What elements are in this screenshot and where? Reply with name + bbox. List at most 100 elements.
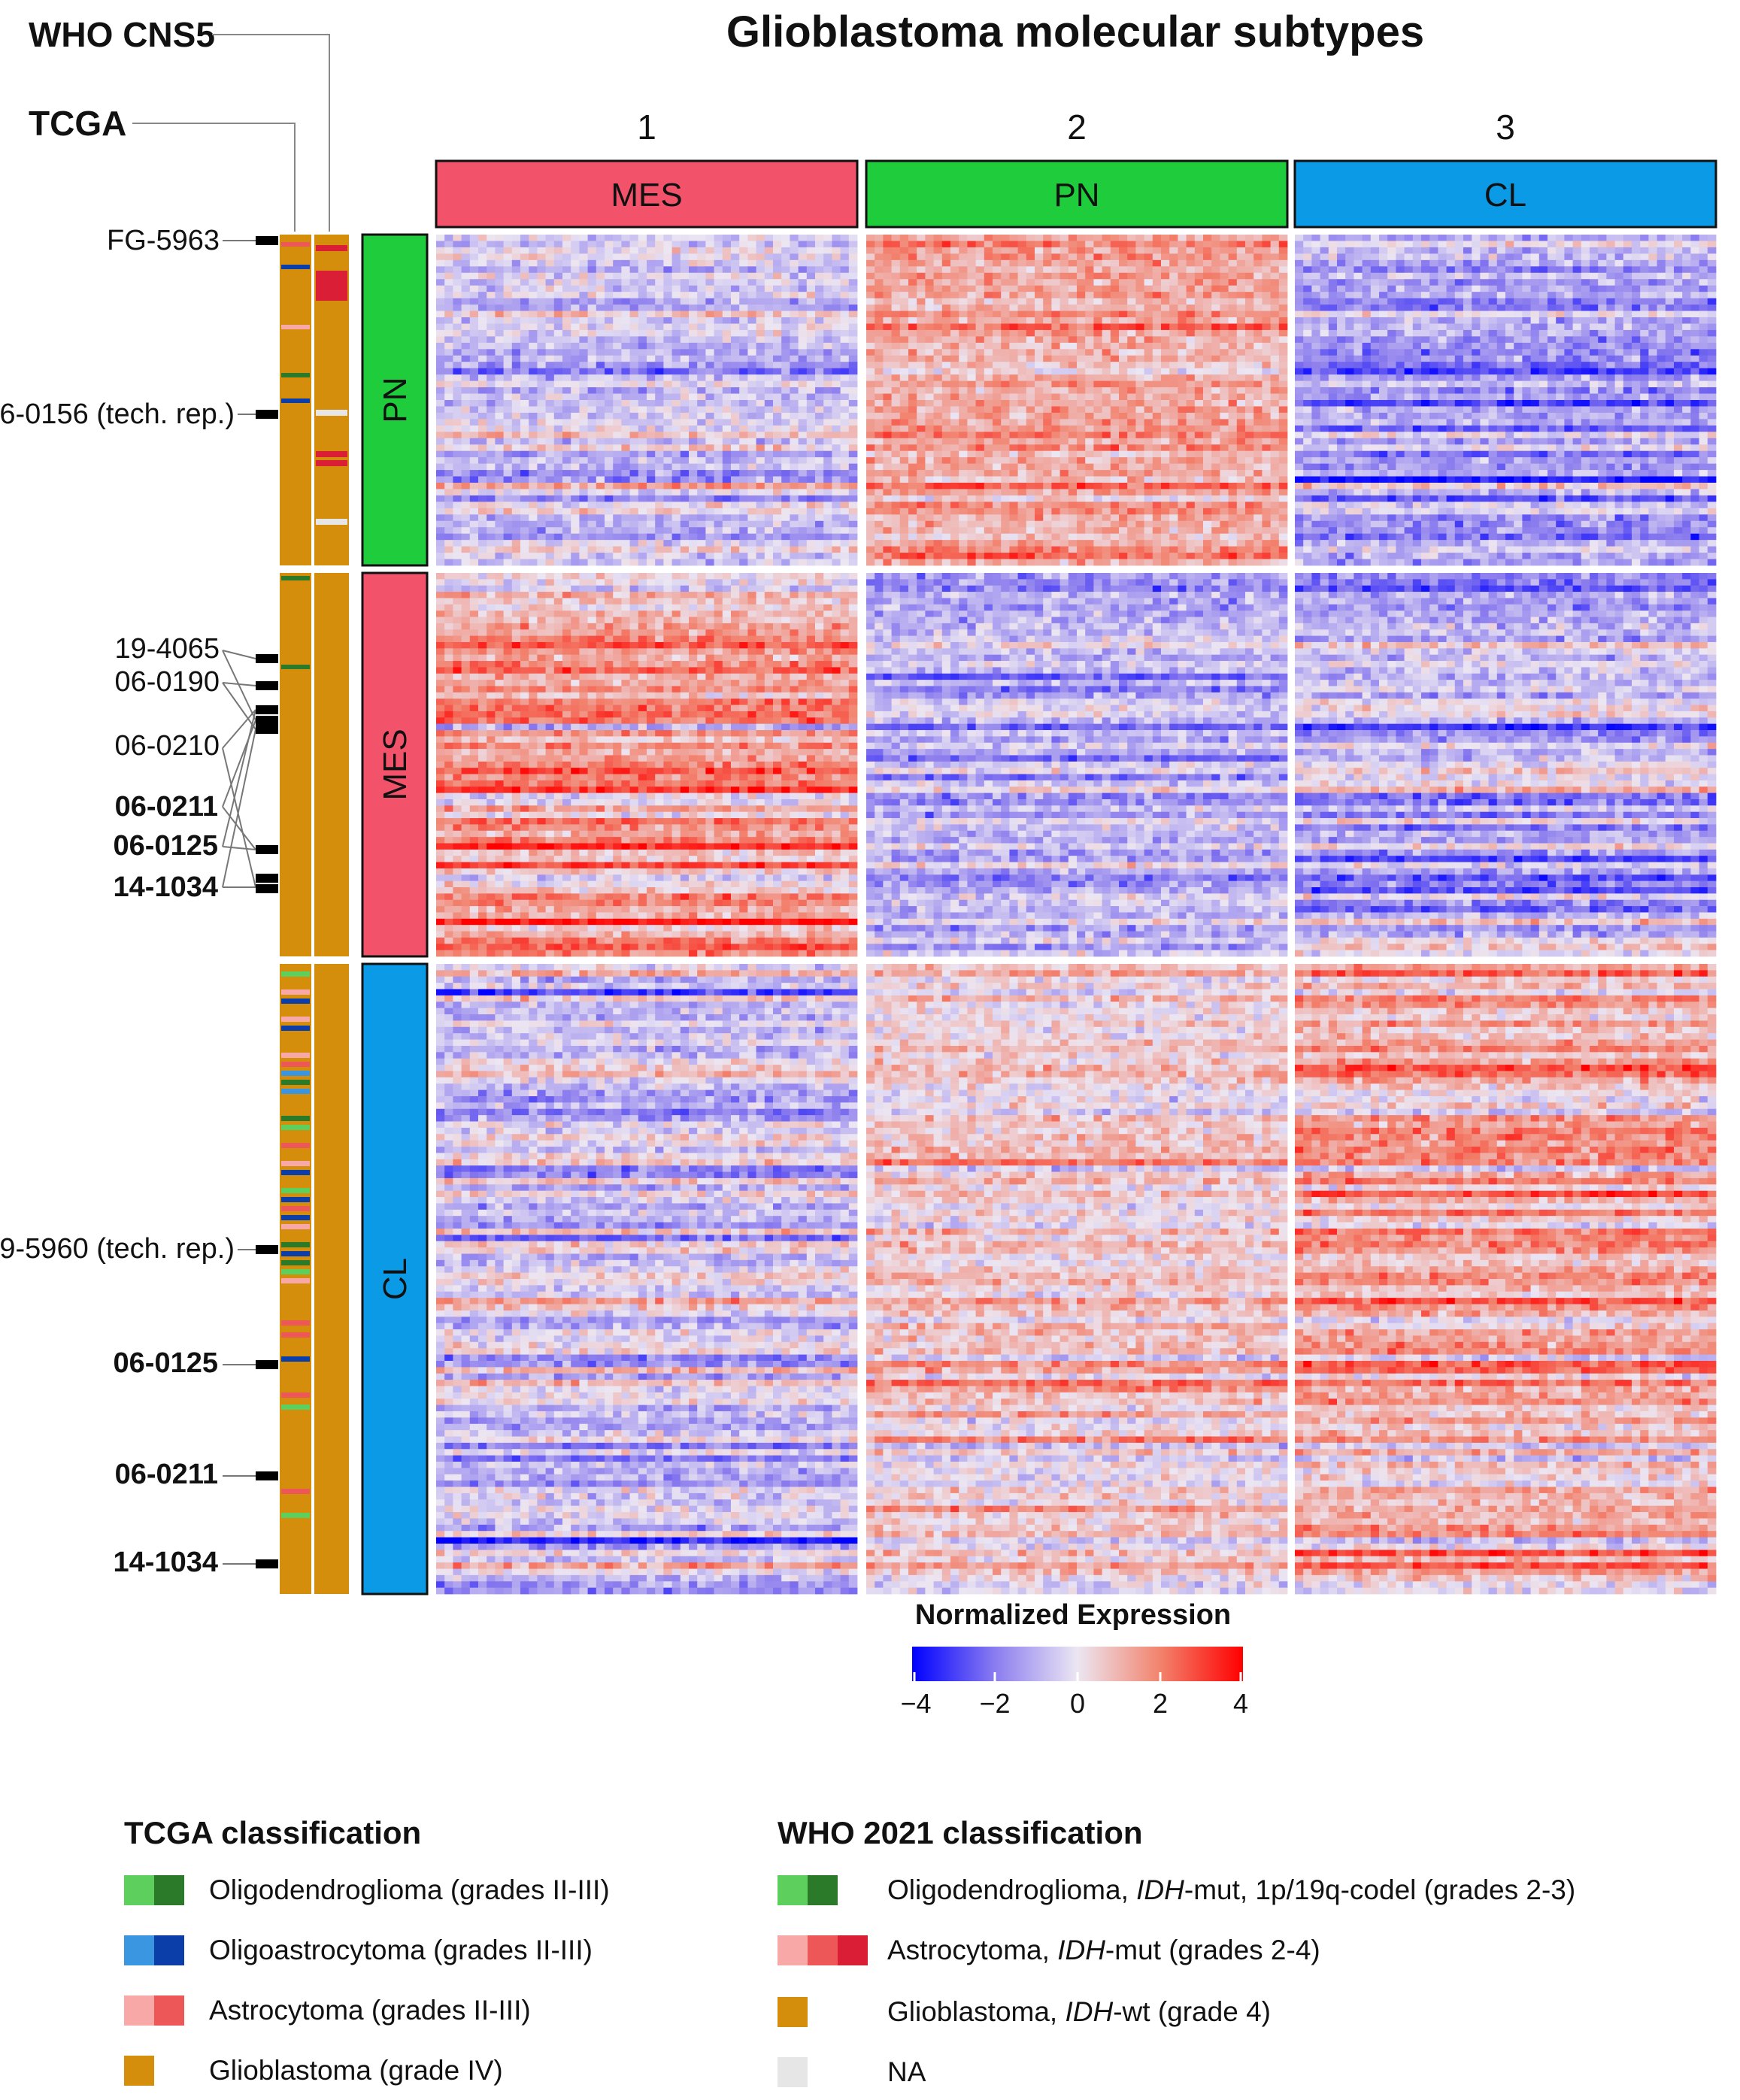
who-track-leader <box>212 35 329 232</box>
who-track-strip-mes <box>314 573 349 956</box>
heatmap-cell <box>487 253 496 260</box>
heatmap-cell <box>790 305 799 311</box>
heatmap-cell <box>562 253 571 260</box>
tcga-track-label: TCGA <box>29 104 126 143</box>
heatmap-cell <box>529 298 538 305</box>
heatmap-cell <box>773 286 782 292</box>
heatmap-cell <box>487 317 496 324</box>
heatmap-cell <box>546 266 555 273</box>
heatmap-cell <box>731 317 740 324</box>
heatmap-cell <box>444 305 453 311</box>
heatmap-cell <box>723 317 732 324</box>
heatmap-cell <box>747 298 756 305</box>
heatmap-cell <box>453 286 462 292</box>
heatmap-cell <box>478 273 487 280</box>
tcga-track-strip-mes <box>280 573 311 956</box>
heatmap-cell <box>638 273 647 280</box>
heatmap-cell <box>815 323 824 330</box>
row-header-cl: CL <box>377 1258 414 1300</box>
heatmap-cell <box>487 235 496 241</box>
heatmap-cell <box>739 292 748 298</box>
heatmap-cell <box>487 260 496 267</box>
heatmap-cell <box>605 260 614 267</box>
heatmap-cell <box>647 298 656 305</box>
heatmap-cell <box>714 260 723 267</box>
heatmap-cell <box>807 305 816 311</box>
heatmap-cell <box>756 273 765 280</box>
heatmap-cell <box>697 305 706 311</box>
heatmap-cell <box>747 273 756 280</box>
heatmap-cell <box>697 311 706 318</box>
heatmap-cell <box>512 241 521 247</box>
heatmap-cell <box>520 253 529 260</box>
heatmap-cell <box>765 286 774 292</box>
heatmap-cell <box>487 241 496 247</box>
heatmap-cell <box>520 286 529 292</box>
heatmap-cell <box>495 323 504 330</box>
heatmap-cell <box>723 286 732 292</box>
heatmap-cell <box>705 266 714 273</box>
heatmap-cell <box>841 260 850 267</box>
heatmap-cell <box>630 247 639 254</box>
heatmap-cell <box>453 292 462 298</box>
heatmap-cell <box>470 279 479 286</box>
heatmap-cell <box>571 279 580 286</box>
heatmap-cell <box>453 235 462 241</box>
heatmap-cell <box>723 241 732 247</box>
heatmap-cell <box>621 305 630 311</box>
heatmap-cell <box>436 279 445 286</box>
heatmap-cell <box>790 286 799 292</box>
heatmap-cell <box>790 260 799 267</box>
heatmap-cell <box>832 266 841 273</box>
heatmap-cell <box>731 323 740 330</box>
heatmap-cell <box>799 286 808 292</box>
heatmap-cell <box>613 260 622 267</box>
heatmap-cell <box>663 298 672 305</box>
heatmap-cell <box>621 241 630 247</box>
heatmap-cell <box>470 241 479 247</box>
heatmap-cell <box>697 241 706 247</box>
heatmap-cell <box>807 241 816 247</box>
heatmap-cell <box>504 292 513 298</box>
heatmap-cell <box>470 260 479 267</box>
heatmap-cell <box>529 235 538 241</box>
heatmap-cell <box>705 253 714 260</box>
heatmap-cell <box>655 323 664 330</box>
heatmap-cell <box>478 330 487 337</box>
heatmap-cell <box>697 235 706 241</box>
heatmap-cell <box>773 317 782 324</box>
heatmap-cell <box>596 253 605 260</box>
who-annotation-stripe <box>316 451 347 457</box>
who-track-strip-cl <box>314 964 349 1594</box>
heatmap-cell <box>781 266 790 273</box>
heatmap-cell <box>723 292 732 298</box>
heatmap-cell <box>689 247 698 254</box>
heatmap-cell <box>621 260 630 267</box>
heatmap-cell <box>647 273 656 280</box>
heatmap-cell <box>689 266 698 273</box>
heatmap-cell <box>647 292 656 298</box>
heatmap-cell <box>832 317 841 324</box>
heatmap-cell <box>823 317 832 324</box>
heatmap-cell <box>723 311 732 318</box>
heatmap-cell <box>815 311 824 318</box>
heatmap-cell <box>747 305 756 311</box>
heatmap-cell <box>849 298 858 305</box>
heatmap-cell <box>571 273 580 280</box>
heatmap-cell <box>799 235 808 241</box>
heatmap-cell <box>613 317 622 324</box>
heatmap-cell <box>579 292 588 298</box>
heatmap-cell <box>562 286 571 292</box>
heatmap-cell <box>487 292 496 298</box>
heatmap-cell <box>705 292 714 298</box>
heatmap-cell <box>647 311 656 318</box>
heatmap-cell <box>807 253 816 260</box>
heatmap-cell <box>773 266 782 273</box>
heatmap-cell <box>823 241 832 247</box>
heatmap-cell <box>731 286 740 292</box>
heatmap-cell <box>841 241 850 247</box>
heatmap-cell <box>672 235 681 241</box>
heatmap-cell <box>655 286 664 292</box>
heatmap-cell <box>655 266 664 273</box>
heatmap-cell <box>689 311 698 318</box>
